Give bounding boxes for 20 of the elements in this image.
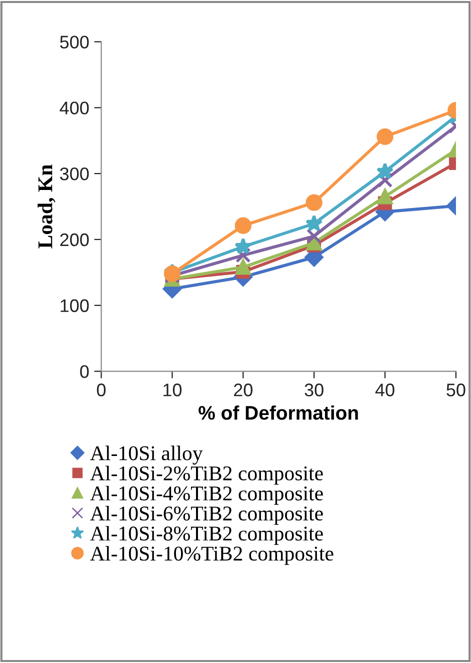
y-tick-label: 400 <box>60 102 89 114</box>
y-tick-label: 500 <box>60 36 89 48</box>
legend-label: Al-10Si-4%TiB2 composite <box>90 486 323 505</box>
x-tick-label: 0 <box>96 384 106 396</box>
legend-label: Al-10Si-6%TiB2 composite <box>90 506 323 525</box>
x-tick-label: 30 <box>304 384 324 396</box>
legend-label: Al-10Si-8%TiB2 composite <box>90 526 323 545</box>
x-tick-label: 20 <box>234 384 252 396</box>
y-tick-label: 300 <box>60 168 89 180</box>
x-tick-label: 10 <box>164 384 182 396</box>
y-axis-title: Load, Kn <box>38 164 56 248</box>
legend-label: Al-10Si alloy <box>90 446 203 465</box>
y-tick-label: 100 <box>60 299 89 312</box>
y-tick-label: 0 <box>80 365 89 378</box>
y-tick-label: 200 <box>60 233 89 246</box>
x-tick-label: 40 <box>375 384 394 396</box>
x-tick-label: 50 <box>446 384 466 396</box>
legend-label: Al-10Si-10%TiB2 composite <box>90 546 334 565</box>
x-axis-title: % of Deformation <box>198 405 358 420</box>
legend-label: Al-10Si-2%TiB2 composite <box>90 466 323 485</box>
